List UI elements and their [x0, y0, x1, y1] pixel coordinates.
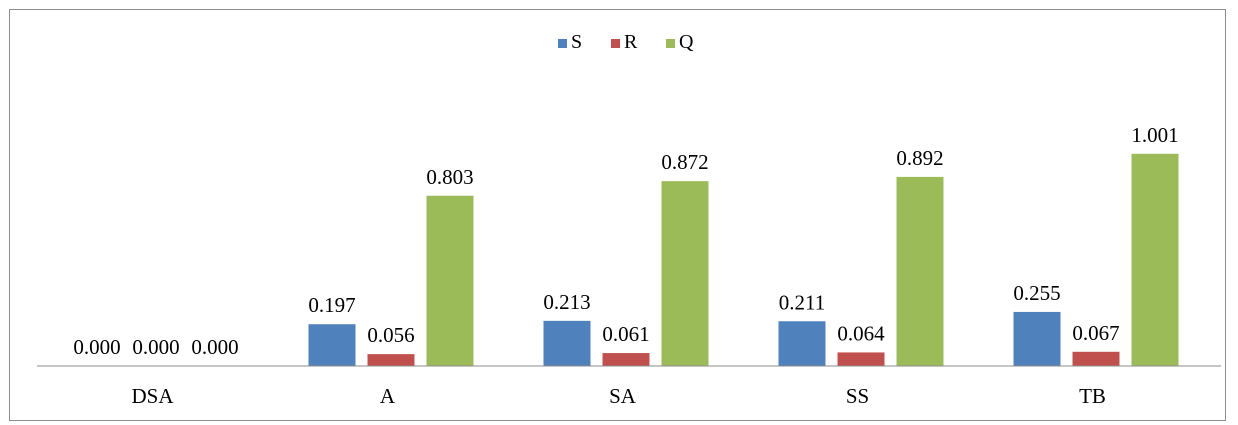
category-label-tb: TB: [1079, 384, 1106, 408]
value-label-tb-r: 0.067: [1072, 321, 1119, 345]
value-label-a-s: 0.197: [308, 293, 355, 317]
value-label-tb-s: 0.255: [1013, 281, 1060, 305]
bar-tb-r: [1072, 351, 1120, 366]
bar-tb-s: [1013, 311, 1061, 366]
legend-label-q: Q: [679, 31, 694, 53]
bar-a-r: [367, 354, 415, 366]
bar-a-q: [426, 195, 474, 366]
category-label-ss: SS: [846, 384, 869, 408]
legend-swatch-r: [611, 39, 620, 48]
value-label-dsa-q: 0.000: [191, 335, 238, 359]
category-labels-group: DSA A SA SS TB: [131, 384, 1105, 408]
value-label-ss-s: 0.211: [779, 290, 825, 314]
legend-label-s: S: [571, 31, 582, 53]
value-label-ss-q: 0.892: [896, 146, 943, 170]
bars-group: [308, 153, 1179, 366]
category-label-a: A: [380, 384, 396, 408]
value-label-a-r: 0.056: [367, 323, 414, 347]
value-label-ss-r: 0.064: [837, 321, 885, 345]
value-label-a-q: 0.803: [426, 165, 473, 189]
value-label-sa-q: 0.872: [661, 150, 708, 174]
bar-tb-q: [1131, 153, 1179, 366]
value-label-sa-s: 0.213: [543, 290, 590, 314]
bar-ss-r: [837, 352, 885, 366]
value-label-sa-r: 0.061: [602, 322, 649, 346]
value-labels-group: 0.000 0.000 0.000 0.197 0.056 0.803 0.213 0.061…: [73, 123, 1178, 359]
bar-sa-q: [661, 181, 709, 366]
bar-sa-r: [602, 353, 650, 366]
legend-swatch-q: [666, 39, 675, 48]
value-label-dsa-r: 0.000: [132, 335, 179, 359]
legend-label-r: R: [624, 31, 638, 53]
value-label-dsa-s: 0.000: [73, 335, 120, 359]
category-label-dsa: DSA: [131, 384, 174, 408]
bar-ss-s: [778, 321, 826, 366]
bar-sa-s: [543, 320, 591, 366]
category-label-sa: SA: [609, 384, 637, 408]
value-label-tb-q: 1.001: [1131, 123, 1178, 147]
bar-ss-q: [896, 176, 944, 366]
bar-a-s: [308, 324, 356, 366]
legend-swatch-s: [558, 39, 567, 48]
